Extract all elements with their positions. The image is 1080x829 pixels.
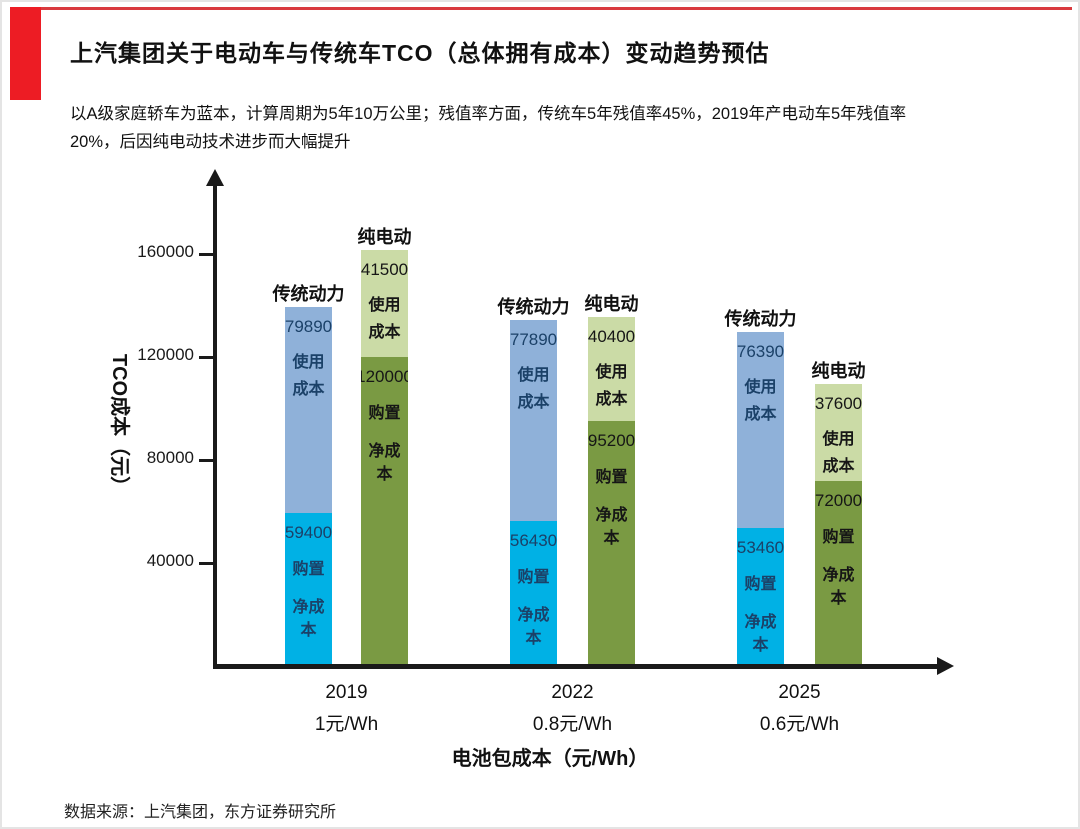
x-axis-arrow-icon (937, 657, 954, 675)
bar-series-label: 传统动力 (272, 284, 345, 305)
source-note: 数据来源：上汽集团，东方证券研究所 (64, 804, 337, 821)
x-axis-line (213, 664, 939, 669)
bar-segment-purchase: 72000 购置净成本 (815, 480, 862, 666)
subtitle: 以A级家庭轿车为蓝本，计算周期为5年10万公里；残值率方面，传统车5年残值率45… (70, 100, 1045, 156)
y-axis-tick (199, 562, 214, 565)
x-tick-battery-cost: 0.6元/Wh (759, 714, 840, 735)
bar-segment-usage: 37600 使用成本 (815, 383, 862, 481)
bar-value-label: 76390 (737, 341, 784, 361)
x-tick-year: 2019 (325, 682, 368, 703)
accent-top-line (20, 7, 1072, 10)
y-axis-tick (199, 459, 214, 462)
x-tick-battery-cost: 0.8元/Wh (532, 714, 613, 735)
bar-segment-name: 购置 净成本 (737, 573, 784, 657)
accent-red-block (10, 7, 41, 100)
bar-segment-usage: 77890 使用成本 (510, 320, 557, 521)
bar-value-label: 77890 (510, 330, 557, 350)
bar-segment-name: 使用 成本 (744, 374, 776, 428)
bar-segment-name-line: 成本 (517, 394, 550, 412)
bar-segment-name: 购置 净成本 (815, 526, 862, 610)
bar-series-label: 纯电动 (811, 360, 866, 381)
bar-segment-name-line: 净成本 (368, 442, 401, 483)
bar-segment-name-line: 成本 (744, 405, 777, 423)
bar-value-label: 56430 (510, 530, 557, 550)
bar-segment-name: 购置 净成本 (510, 566, 557, 650)
bar-segment-name-line: 成本 (292, 381, 325, 399)
bar-series-label: 纯电动 (584, 293, 639, 314)
bar-segment-usage: 79890 使用成本 (285, 307, 332, 513)
bar-segment-name-line: 成本 (595, 390, 628, 408)
bar-segment-name-line: 购置 (595, 468, 628, 486)
x-tick-year: 2025 (778, 682, 821, 703)
bar-segment-name-line: 购置 (368, 404, 401, 422)
bar-segment-usage: 41500 使用成本 (361, 250, 408, 357)
y-tick-label: 40000 (146, 551, 194, 570)
bar-segment-name-line: 使用 (368, 297, 401, 315)
bar-value-label: 95200 (588, 430, 635, 450)
bar-segment-name: 使用 成本 (517, 362, 549, 416)
bar-value-label: 37600 (815, 393, 862, 413)
bar-series-label: 纯电动 (357, 227, 412, 248)
bar-segment-name-line: 成本 (368, 324, 401, 342)
bar-segment-name-line: 成本 (822, 457, 855, 475)
bar-value-label: 41500 (361, 260, 408, 280)
subtitle-line: 以A级家庭轿车为蓝本，计算周期为5年10万公里；残值率方面，传统车5年残值率45… (70, 105, 907, 123)
bar-segment-name-line: 购置 (744, 576, 777, 594)
bar-value-label: 53460 (737, 538, 784, 558)
bar-segment-purchase: 56430 购置净成本 (510, 520, 557, 666)
bar-segment-name-line: 净成本 (292, 598, 325, 639)
bar-segment-name: 使用 成本 (368, 292, 400, 346)
bar-segment-name-line: 使用 (292, 354, 325, 372)
bar-segment-name: 购置 净成本 (285, 558, 332, 642)
bar-series-label: 传统动力 (497, 297, 570, 318)
subtitle-line: 20%，后因纯电动技术进步而大幅提升 (70, 133, 351, 151)
bar-segment-name: 使用 成本 (292, 349, 324, 403)
bar-segment-name: 使用 成本 (822, 426, 854, 480)
bar-segment-name-line: 净成本 (517, 606, 550, 647)
x-axis-title: 电池包成本（元/Wh） (451, 748, 649, 770)
bar-segment-usage: 76390 使用成本 (737, 331, 784, 529)
y-axis-arrow-icon (206, 169, 224, 186)
bar-segment-name-line: 使用 (822, 430, 855, 448)
bar-ev: 37600 使用成本 72000 购置净成本 (815, 383, 862, 666)
bar-segment-name-line: 使用 (595, 363, 628, 381)
bar-value-label: 72000 (815, 490, 862, 510)
bar-value-label: 59400 (285, 522, 332, 542)
x-tick-year: 2022 (551, 682, 594, 703)
y-axis-tick (199, 356, 214, 359)
bar-value-label: 79890 (285, 317, 332, 337)
x-tick-battery-cost: 1元/Wh (314, 714, 379, 735)
bar-segment-purchase: 95200 购置净成本 (588, 420, 635, 666)
y-tick-label: 120000 (137, 345, 194, 364)
y-axis-line (213, 184, 217, 668)
bar-segment-name: 购置 净成本 (361, 402, 408, 486)
bar-value-label: 40400 (588, 326, 635, 346)
bar-segment-name-line: 净成本 (744, 614, 777, 655)
y-axis-tick (199, 253, 214, 256)
y-tick-label: 80000 (146, 448, 194, 467)
bar-traditional: 79890 使用成本 59400 购置净成本 (285, 307, 332, 666)
bar-traditional: 77890 使用成本 56430 购置净成本 (510, 320, 557, 666)
bar-segment-name-line: 购置 (822, 528, 855, 546)
bar-segment-name: 购置 净成本 (588, 466, 635, 550)
bar-value-label: 120000 (361, 366, 408, 386)
bar-segment-name-line: 净成本 (822, 566, 855, 607)
bar-segment-name-line: 使用 (744, 378, 777, 396)
bar-segment-purchase: 59400 购置净成本 (285, 512, 332, 666)
bar-segment-purchase: 53460 购置净成本 (737, 528, 784, 666)
bar-segment-name-line: 购置 (292, 560, 325, 578)
bar-segment-name-line: 净成本 (595, 506, 628, 547)
bar-segment-name: 使用 成本 (595, 359, 627, 413)
y-tick-label: 160000 (137, 242, 194, 261)
bar-segment-usage: 40400 使用成本 (588, 316, 635, 421)
bar-segment-name-line: 使用 (517, 367, 550, 385)
bar-series-label: 传统动力 (724, 308, 797, 329)
bar-segment-name-line: 购置 (517, 568, 550, 586)
bar-traditional: 76390 使用成本 53460 购置净成本 (737, 331, 784, 666)
page-title: 上汽集团关于电动车与传统车TCO（总体拥有成本）变动趋势预估 (70, 40, 770, 66)
bar-ev: 40400 使用成本 95200 购置净成本 (588, 316, 635, 666)
